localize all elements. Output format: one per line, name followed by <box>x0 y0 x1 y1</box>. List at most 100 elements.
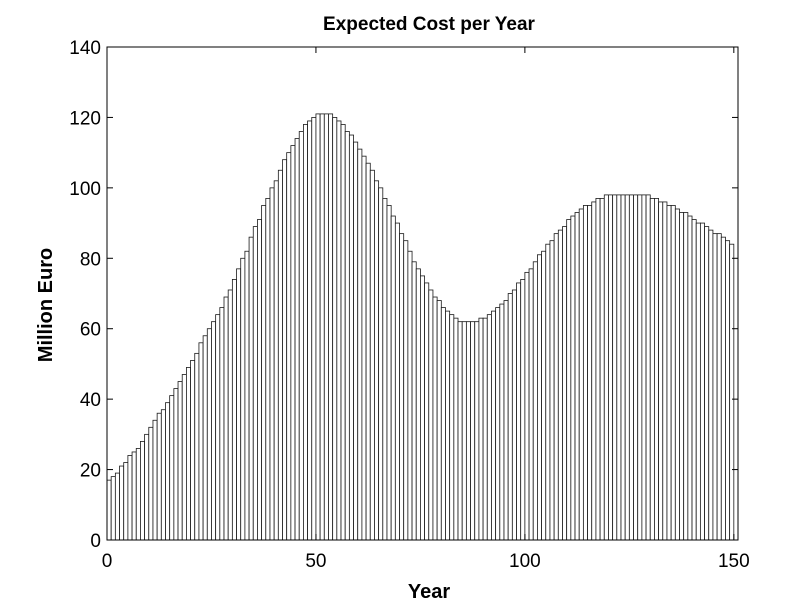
bar <box>407 250 413 541</box>
bar <box>411 261 417 541</box>
bar <box>332 117 338 541</box>
bar <box>616 194 622 541</box>
bar <box>156 412 162 541</box>
bar <box>211 321 217 541</box>
x-axis: 0 50 100 150 <box>102 47 750 572</box>
bar <box>227 289 233 541</box>
bar <box>261 205 267 541</box>
bar <box>712 233 718 541</box>
bar <box>633 194 639 541</box>
bar <box>219 307 225 541</box>
bar <box>516 282 522 541</box>
bar <box>114 472 120 541</box>
bar <box>231 279 237 541</box>
bar <box>298 131 304 541</box>
bar <box>511 289 517 541</box>
bar <box>336 120 342 541</box>
bar <box>628 194 634 541</box>
bar <box>532 261 538 541</box>
bar <box>198 342 204 541</box>
bar <box>190 360 196 541</box>
plot-frame <box>106 46 739 541</box>
bar <box>587 205 593 541</box>
bar <box>165 402 171 541</box>
bar <box>649 198 655 541</box>
x-axis-label: Year <box>408 581 450 603</box>
bar <box>461 321 467 541</box>
bar <box>123 462 129 541</box>
bar <box>674 208 680 541</box>
bar <box>394 222 400 541</box>
bar <box>311 117 317 541</box>
bar <box>244 250 250 541</box>
y-tick-label: 100 <box>69 179 101 200</box>
bar <box>173 388 179 541</box>
bar <box>528 268 534 541</box>
x-tick-label: 50 <box>305 551 326 572</box>
bar <box>499 303 505 541</box>
bar <box>541 250 547 541</box>
bar <box>595 198 601 541</box>
bar <box>620 194 626 541</box>
bar <box>140 440 146 541</box>
bar <box>106 479 112 541</box>
bar <box>399 233 405 541</box>
bar <box>637 194 643 541</box>
bar <box>666 205 672 541</box>
y-tick-label: 20 <box>80 461 101 482</box>
y-axis: 0 20 40 60 80 100 120 140 <box>69 38 738 552</box>
y-tick-label: 80 <box>80 249 101 270</box>
bar <box>282 159 288 541</box>
bar <box>495 307 501 541</box>
bar <box>445 310 451 541</box>
bar <box>348 134 354 541</box>
bar <box>181 374 187 541</box>
bar <box>582 205 588 541</box>
bar <box>374 180 380 541</box>
bar <box>662 201 668 541</box>
bar <box>432 296 438 541</box>
bar <box>591 201 597 541</box>
bar <box>303 124 308 541</box>
bar <box>725 240 731 541</box>
chart-title: Expected Cost per Year <box>323 14 536 35</box>
bar <box>215 314 221 541</box>
bar <box>185 367 191 541</box>
bar <box>566 219 572 541</box>
x-tick-label: 0 <box>102 551 113 572</box>
bar <box>265 198 271 541</box>
bar <box>428 289 434 541</box>
bar <box>119 465 125 541</box>
bar <box>194 352 200 541</box>
bar <box>524 271 530 541</box>
bar <box>729 243 735 541</box>
bar <box>704 226 710 541</box>
bar <box>386 205 392 541</box>
bar <box>503 300 509 541</box>
bar <box>135 448 141 541</box>
bar <box>223 296 229 541</box>
bar <box>654 198 660 541</box>
bar <box>144 433 150 541</box>
bar <box>277 169 283 541</box>
bar <box>545 243 551 541</box>
bar <box>152 419 158 541</box>
bar <box>658 201 664 541</box>
bar <box>236 268 242 541</box>
bar <box>315 113 321 541</box>
bar <box>578 208 584 541</box>
bar <box>570 215 576 541</box>
bar <box>269 187 275 541</box>
bar <box>257 219 263 541</box>
bar <box>424 282 430 541</box>
bar <box>177 381 183 541</box>
bar <box>131 451 137 541</box>
bar <box>206 328 212 541</box>
bar <box>699 222 705 541</box>
x-tick-label: 150 <box>718 551 750 572</box>
bar <box>457 321 463 541</box>
bar <box>478 317 484 541</box>
x-tick-label: 100 <box>509 551 541 572</box>
bar <box>562 226 568 541</box>
